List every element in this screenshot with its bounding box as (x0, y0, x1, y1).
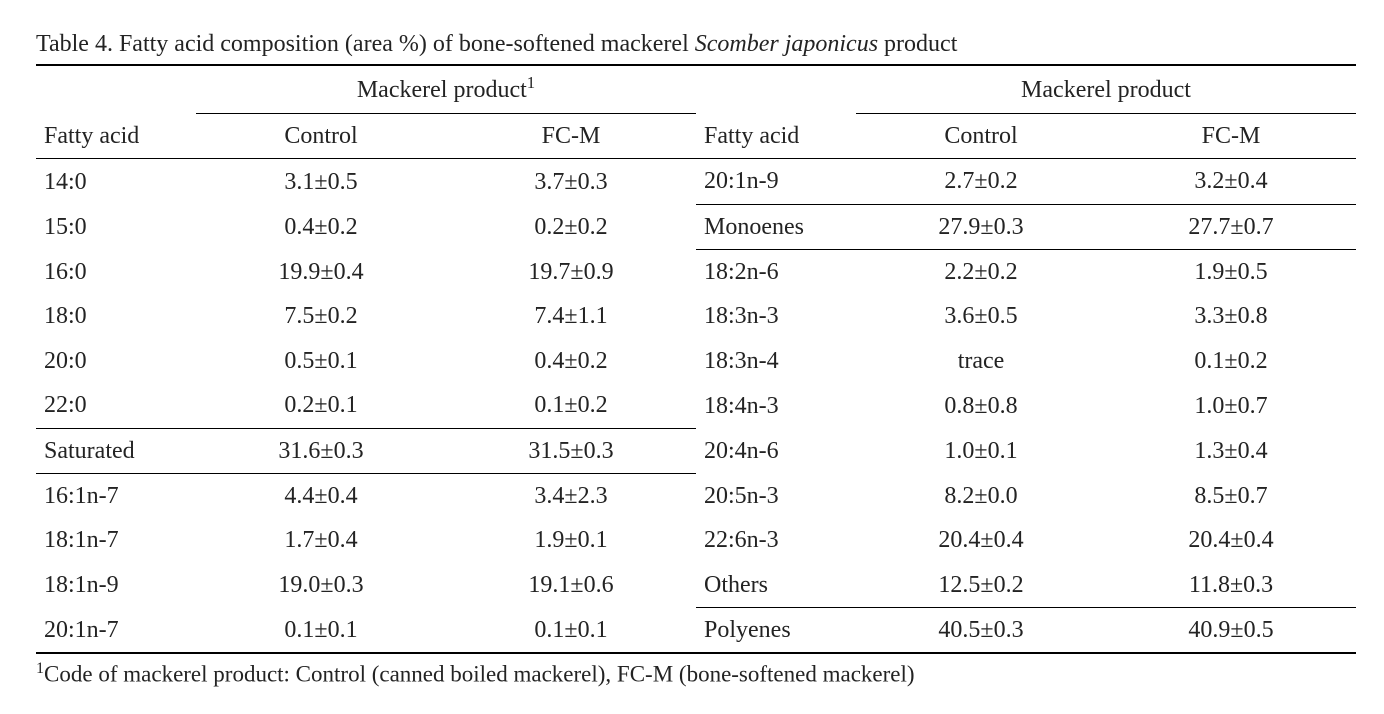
table-cell: 1.7±0.4 (196, 518, 446, 562)
caption-prefix: Table 4. Fatty acid composition (area %)… (36, 31, 695, 57)
table-cell: 14:0 (36, 159, 196, 204)
table-cell: 31.6±0.3 (196, 428, 446, 473)
header-group-left-text: Mackerel product (357, 77, 527, 103)
table-cell: 7.4±1.1 (446, 294, 696, 338)
table-cell: 0.2±0.2 (446, 204, 696, 249)
table-cell: 27.9±0.3 (856, 204, 1106, 249)
table-cell: 20:1n-9 (696, 159, 856, 204)
table-cell: 18:3n-4 (696, 339, 856, 383)
table-cell: 19.7±0.9 (446, 249, 696, 294)
table-cell: 16:0 (36, 249, 196, 294)
table-cell: 3.6±0.5 (856, 294, 1106, 338)
header-fatty-acid-right: Fatty acid (696, 65, 856, 158)
table-cell: 27.7±0.7 (1106, 204, 1356, 249)
caption-species: Scomber japonicus (695, 31, 878, 57)
table-row: 18:07.5±0.27.4±1.118:3n-33.6±0.53.3±0.8 (36, 294, 1356, 338)
table-cell: 3.1±0.5 (196, 159, 446, 204)
table-cell: 15:0 (36, 204, 196, 249)
header-fcm-right: FC-M (1106, 113, 1356, 158)
footnote-text: Code of mackerel product: Control (canne… (44, 662, 915, 687)
table-cell: 20.4±0.4 (856, 518, 1106, 562)
table-row: 20:1n-70.1±0.10.1±0.1Polyenes40.5±0.340.… (36, 608, 1356, 654)
header-control-left: Control (196, 113, 446, 158)
table-caption: Table 4. Fatty acid composition (area %)… (36, 28, 1348, 60)
table-cell: Others (696, 563, 856, 608)
table-cell: 18:2n-6 (696, 249, 856, 294)
header-fatty-acid-left: Fatty acid (36, 65, 196, 158)
table-cell: 4.4±0.4 (196, 473, 446, 518)
table-cell: 31.5±0.3 (446, 428, 696, 473)
table-cell: 0.1±0.2 (446, 383, 696, 428)
table-cell: Monoenes (696, 204, 856, 249)
table-cell: 0.5±0.1 (196, 339, 446, 383)
table-cell: 20:0 (36, 339, 196, 383)
table-footnote: 1Code of mackerel product: Control (cann… (36, 658, 1348, 690)
table-cell: 20.4±0.4 (1106, 518, 1356, 562)
table-cell: 40.5±0.3 (856, 608, 1106, 654)
table-cell: 19.1±0.6 (446, 563, 696, 608)
table-cell: 11.8±0.3 (1106, 563, 1356, 608)
table-row: 18:1n-919.0±0.319.1±0.6Others12.5±0.211.… (36, 563, 1356, 608)
table-cell: 20:5n-3 (696, 473, 856, 518)
table-body: 14:03.1±0.53.7±0.320:1n-92.7±0.23.2±0.41… (36, 159, 1356, 654)
table-cell: 7.5±0.2 (196, 294, 446, 338)
table-cell: 1.3±0.4 (1106, 428, 1356, 473)
fatty-acid-table: Fatty acid Mackerel product1 Fatty acid … (36, 64, 1356, 654)
table-cell: 1.0±0.1 (856, 428, 1106, 473)
table-row: 16:019.9±0.419.7±0.918:2n-62.2±0.21.9±0.… (36, 249, 1356, 294)
table-cell: 0.1±0.1 (446, 608, 696, 654)
table-cell: 1.9±0.5 (1106, 249, 1356, 294)
footnote-sup: 1 (36, 660, 44, 677)
table-cell: 8.2±0.0 (856, 473, 1106, 518)
table-cell: 18:1n-9 (36, 563, 196, 608)
table-cell: 18:4n-3 (696, 383, 856, 428)
header-group-left-sup: 1 (527, 73, 535, 92)
table-row: 18:1n-71.7±0.41.9±0.122:6n-320.4±0.420.4… (36, 518, 1356, 562)
table-cell: 20:4n-6 (696, 428, 856, 473)
table-row: Saturated31.6±0.331.5±0.320:4n-61.0±0.11… (36, 428, 1356, 473)
table-cell: 19.9±0.4 (196, 249, 446, 294)
table-cell: 0.4±0.2 (446, 339, 696, 383)
table-cell: trace (856, 339, 1106, 383)
header-control-right: Control (856, 113, 1106, 158)
table-cell: 2.7±0.2 (856, 159, 1106, 204)
table-cell: 3.3±0.8 (1106, 294, 1356, 338)
table-row: 15:00.4±0.20.2±0.2Monoenes27.9±0.327.7±0… (36, 204, 1356, 249)
table-cell: Saturated (36, 428, 196, 473)
table-row: 22:00.2±0.10.1±0.218:4n-30.8±0.81.0±0.7 (36, 383, 1356, 428)
header-fcm-left: FC-M (446, 113, 696, 158)
table-cell: 1.9±0.1 (446, 518, 696, 562)
table-cell: 3.7±0.3 (446, 159, 696, 204)
table-cell: 2.2±0.2 (856, 249, 1106, 294)
table-row: 14:03.1±0.53.7±0.320:1n-92.7±0.23.2±0.4 (36, 159, 1356, 204)
header-group-left: Mackerel product1 (196, 65, 696, 113)
table-cell: 20:1n-7 (36, 608, 196, 654)
header-group-right: Mackerel product (856, 65, 1356, 113)
caption-suffix: product (878, 31, 957, 57)
table-cell: 18:0 (36, 294, 196, 338)
table-cell: 22:6n-3 (696, 518, 856, 562)
table-cell: 0.1±0.2 (1106, 339, 1356, 383)
table-cell: 8.5±0.7 (1106, 473, 1356, 518)
table-cell: 12.5±0.2 (856, 563, 1106, 608)
table-cell: 19.0±0.3 (196, 563, 446, 608)
table-row: 20:00.5±0.10.4±0.218:3n-4trace0.1±0.2 (36, 339, 1356, 383)
table-cell: 0.8±0.8 (856, 383, 1106, 428)
table-row: 16:1n-74.4±0.43.4±2.320:5n-38.2±0.08.5±0… (36, 473, 1356, 518)
table-cell: 22:0 (36, 383, 196, 428)
table-cell: 3.2±0.4 (1106, 159, 1356, 204)
table-cell: 16:1n-7 (36, 473, 196, 518)
table-cell: 3.4±2.3 (446, 473, 696, 518)
table-cell: 18:3n-3 (696, 294, 856, 338)
table-cell: 0.2±0.1 (196, 383, 446, 428)
table-cell: 1.0±0.7 (1106, 383, 1356, 428)
table-cell: 40.9±0.5 (1106, 608, 1356, 654)
table-cell: Polyenes (696, 608, 856, 654)
table-cell: 18:1n-7 (36, 518, 196, 562)
table-cell: 0.4±0.2 (196, 204, 446, 249)
table-cell: 0.1±0.1 (196, 608, 446, 654)
